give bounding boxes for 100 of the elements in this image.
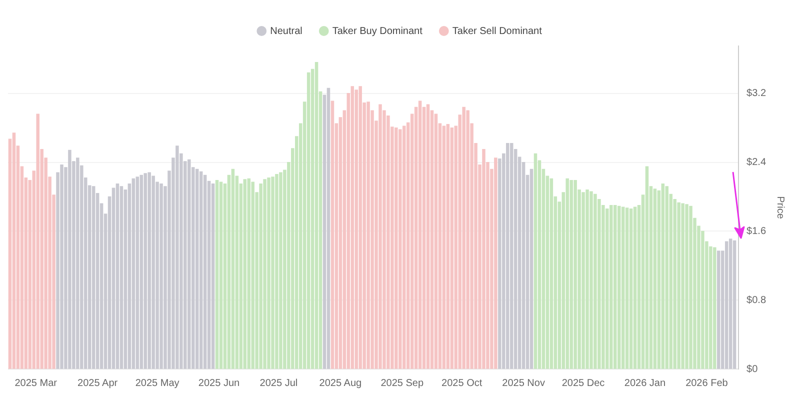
bar [188, 159, 191, 369]
x-tick-label: 2026 Jan [624, 378, 666, 389]
bar [594, 194, 597, 369]
x-tick-label: 2025 Apr [78, 378, 118, 389]
bar [653, 188, 657, 369]
bar [574, 180, 577, 369]
y-tick-label: $2.4 [746, 157, 766, 168]
bar [112, 188, 116, 369]
bar [326, 88, 330, 369]
bar [76, 158, 80, 369]
bar [629, 208, 633, 369]
bar [140, 174, 143, 369]
bar [132, 178, 136, 369]
bar [394, 127, 398, 369]
bar [621, 206, 625, 369]
bar [590, 191, 593, 369]
bar [530, 168, 534, 369]
bar [152, 176, 155, 369]
bar [426, 104, 430, 369]
x-tick-label: 2025 Dec [562, 378, 605, 389]
bar [661, 183, 665, 369]
x-tick-label: 2025 Aug [319, 378, 362, 389]
bar [306, 72, 310, 369]
bar [136, 176, 140, 369]
bar [60, 164, 64, 369]
bar [120, 186, 124, 369]
bar [506, 143, 510, 369]
bar [570, 180, 573, 369]
bar [450, 127, 454, 369]
bar [494, 158, 498, 369]
x-tick-label: 2025 Mar [14, 378, 58, 389]
bar [582, 192, 585, 369]
bar [330, 100, 334, 369]
bar [442, 126, 446, 369]
bar [259, 183, 262, 369]
bar [728, 238, 732, 369]
bar [606, 208, 609, 369]
bar [685, 204, 688, 369]
bar [462, 106, 466, 369]
bar [398, 129, 402, 369]
bar [176, 146, 179, 369]
bar [12, 132, 16, 369]
bar [418, 100, 422, 369]
bar [199, 171, 203, 369]
bar [434, 114, 438, 369]
y-tick-label: $0.8 [746, 294, 766, 306]
bar [633, 206, 637, 369]
bar [350, 86, 354, 369]
bar [219, 182, 223, 369]
bar [717, 250, 720, 369]
bar [203, 174, 207, 369]
x-tick-label: 2025 Sep [380, 378, 424, 389]
bar [314, 62, 318, 369]
bar [724, 241, 728, 369]
bar [366, 102, 370, 369]
bar [610, 205, 613, 369]
bar [68, 150, 72, 369]
bar [689, 206, 692, 369]
bar [354, 90, 358, 369]
bar [195, 168, 199, 369]
bar [211, 183, 215, 369]
bar [275, 174, 278, 369]
y-tick-label: $1.6 [746, 226, 766, 237]
legend-label: Taker Sell Dominant [452, 26, 542, 37]
bar [251, 182, 254, 369]
bar [271, 176, 274, 369]
bar [243, 179, 247, 369]
x-tick-label: 2025 May [135, 378, 180, 389]
x-tick-label: 2025 Nov [502, 378, 545, 389]
bar [586, 190, 589, 369]
y-tick-label: $3.2 [746, 88, 766, 100]
y-tick-label: $0 [746, 364, 758, 375]
bar [231, 168, 235, 369]
bar [247, 178, 250, 369]
bar [713, 247, 716, 369]
bar [160, 183, 163, 369]
bar [534, 153, 538, 369]
bar [267, 177, 270, 369]
bar [510, 143, 514, 369]
bar [36, 114, 40, 369]
legend-label: Neutral [270, 26, 302, 37]
bar [625, 208, 629, 369]
x-tick-label: 2026 Feb [686, 378, 728, 389]
bar [550, 178, 554, 369]
bar [263, 179, 266, 369]
bar [116, 183, 120, 369]
x-tick-label: 2025 Jun [198, 378, 240, 389]
x-tick-label: 2025 Jul [260, 378, 298, 389]
bar [378, 104, 382, 369]
bar [681, 203, 684, 369]
bar [215, 180, 219, 369]
legend-label: Taker Buy Dominant [332, 26, 423, 37]
x-tick-label: 2025 Oct [442, 378, 482, 389]
bar [279, 172, 282, 369]
bar [566, 178, 569, 369]
bar [645, 166, 649, 369]
bar [665, 186, 669, 369]
bar [148, 172, 151, 369]
bar [92, 186, 96, 369]
bar [677, 202, 680, 369]
